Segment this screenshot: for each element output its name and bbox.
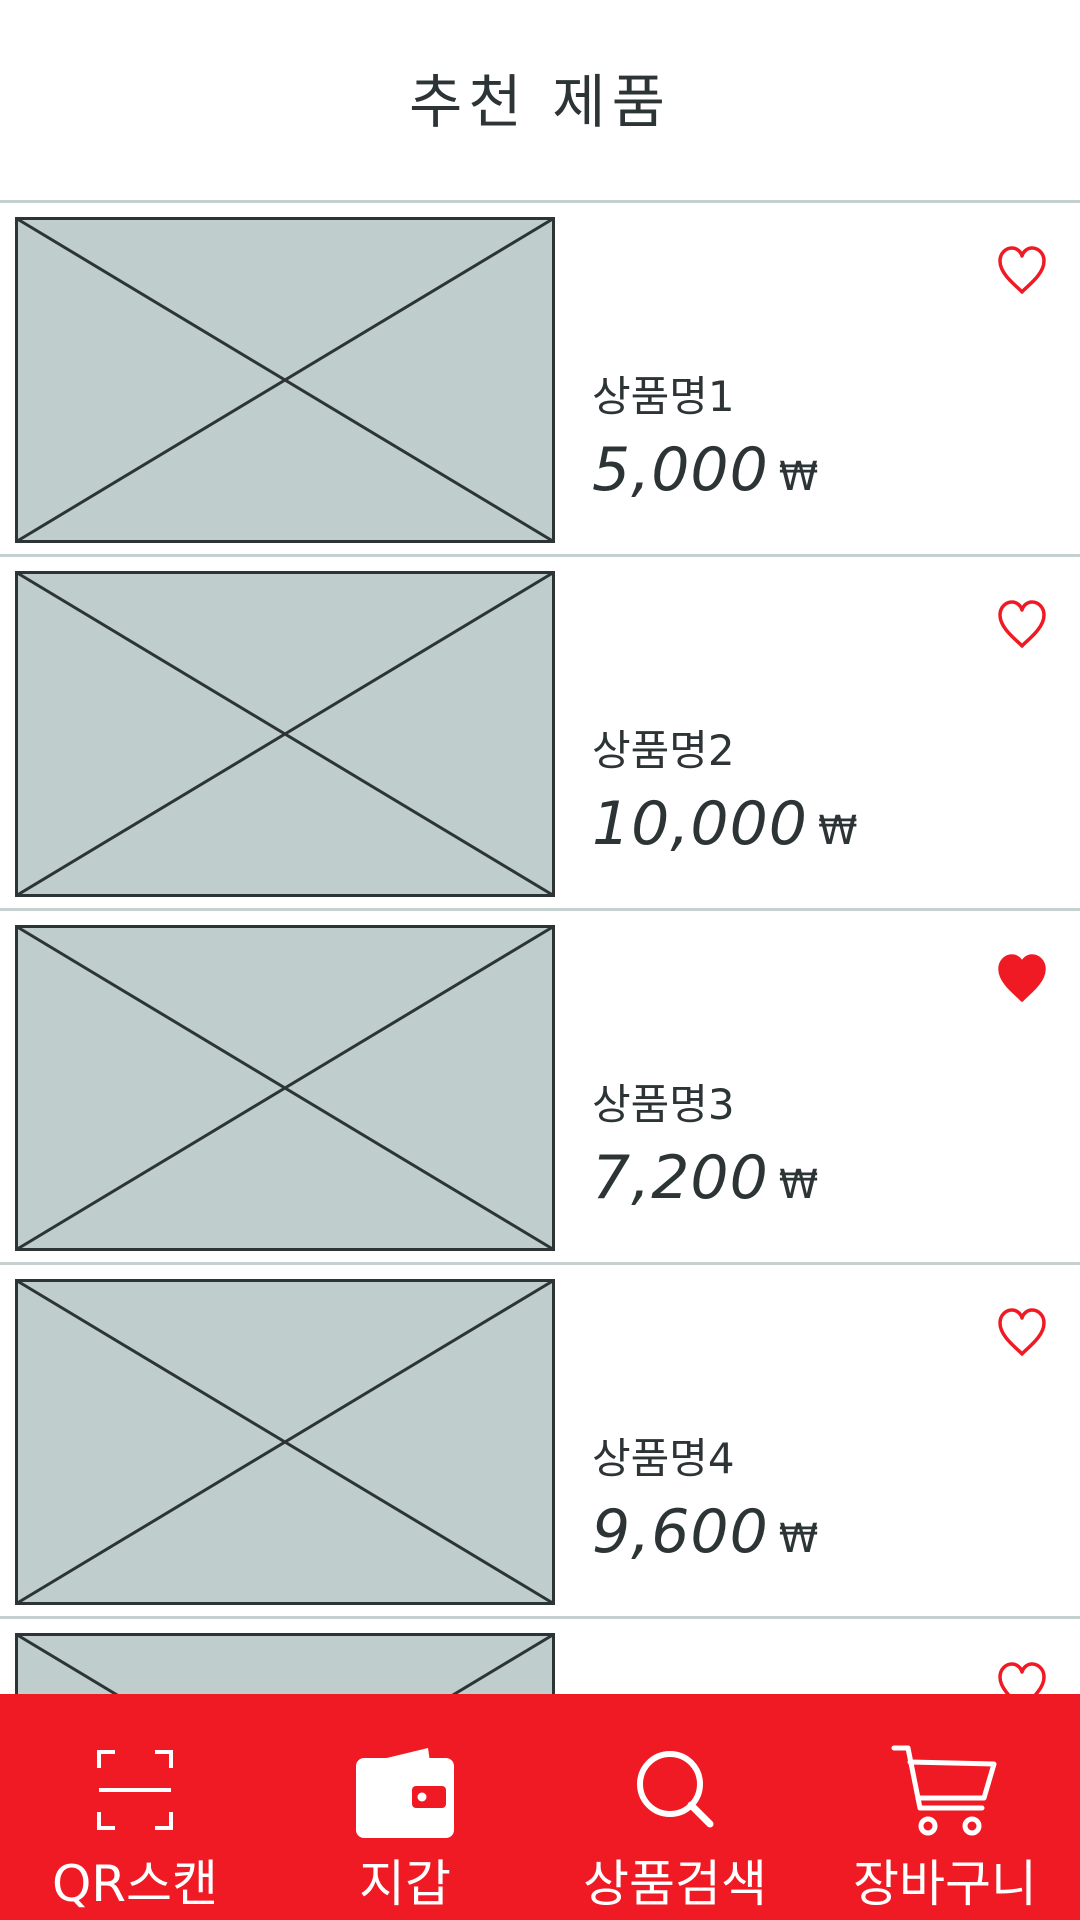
price-value: 5,000 (592, 435, 769, 505)
product-item[interactable]: 상품명3 7,200 ₩ (0, 908, 1080, 1262)
price-value: 7,200 (592, 1143, 769, 1213)
currency-symbol: ₩ (778, 1162, 819, 1208)
wallet-icon (350, 1742, 460, 1838)
favorite-button[interactable] (994, 597, 1050, 653)
product-name: 상품명1 (592, 372, 735, 421)
product-name: 상품명3 (592, 1080, 735, 1129)
product-price: 10,000 ₩ (592, 789, 858, 859)
product-name: 상품명4 (592, 1434, 735, 1483)
tab-cart[interactable]: 장바구니 (810, 1694, 1080, 1920)
search-icon (620, 1742, 730, 1838)
product-item[interactable]: 상품명2 10,000 ₩ (0, 554, 1080, 908)
currency-symbol: ₩ (817, 808, 858, 854)
product-price: 7,200 ₩ (592, 1143, 818, 1213)
heart-outline-icon (998, 600, 1046, 648)
product-name: 상품명2 (592, 726, 735, 775)
product-item[interactable]: 상품명1 5,000 ₩ (0, 200, 1080, 554)
tab-qr-scan[interactable]: QR스캔 (0, 1694, 270, 1920)
favorite-button[interactable] (994, 1659, 1050, 1694)
product-item[interactable]: 상품명4 9,600 ₩ (0, 1262, 1080, 1616)
heart-filled-icon (998, 954, 1046, 1002)
currency-symbol: ₩ (778, 1516, 819, 1562)
tab-label: 지갑 (359, 1855, 451, 1913)
tab-label: 상품검색 (583, 1855, 767, 1913)
app-header: 추천 제품 (0, 0, 1080, 200)
bottom-tab-bar: QR스캔 지갑 상품검색 (0, 1694, 1080, 1920)
product-image-placeholder[interactable] (15, 571, 555, 897)
cart-icon (890, 1742, 1000, 1838)
tab-wallet[interactable]: 지갑 (270, 1694, 540, 1920)
favorite-button[interactable] (994, 951, 1050, 1007)
product-list[interactable]: 상품명1 5,000 ₩ 상품명2 10,000 ₩ (0, 200, 1080, 1694)
product-image-placeholder[interactable] (15, 925, 555, 1251)
tab-product-search[interactable]: 상품검색 (540, 1694, 810, 1920)
product-image-placeholder[interactable] (15, 217, 555, 543)
product-price: 9,600 ₩ (592, 1497, 818, 1567)
tab-label: 장바구니 (853, 1855, 1037, 1913)
favorite-button[interactable] (994, 1305, 1050, 1361)
qr-scan-icon (80, 1742, 190, 1838)
heart-outline-icon (998, 1308, 1046, 1356)
heart-outline-icon (998, 1662, 1046, 1694)
product-item[interactable] (0, 1616, 1080, 1694)
page-title: 추천 제품 (409, 68, 671, 136)
heart-outline-icon (998, 246, 1046, 294)
product-image-placeholder[interactable] (15, 1633, 555, 1694)
currency-symbol: ₩ (778, 454, 819, 500)
tab-label: QR스캔 (51, 1855, 219, 1913)
favorite-button[interactable] (994, 243, 1050, 299)
price-value: 9,600 (592, 1497, 769, 1567)
product-image-placeholder[interactable] (15, 1279, 555, 1605)
product-price: 5,000 ₩ (592, 435, 818, 505)
price-value: 10,000 (592, 789, 808, 859)
